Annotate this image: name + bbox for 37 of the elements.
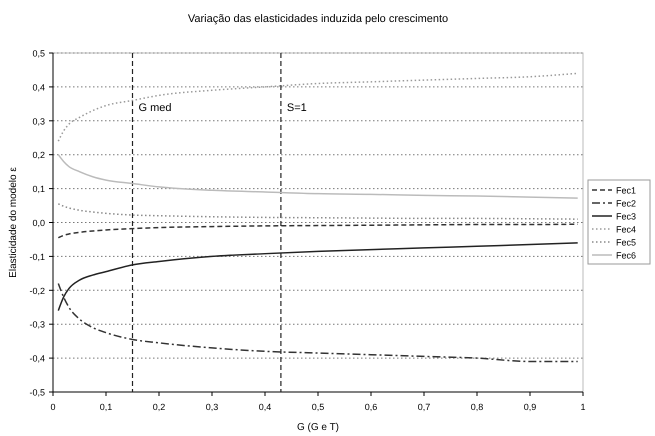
y-tick-label: 0,5 [32,48,45,58]
y-tick-label: -0,5 [29,388,45,398]
x-tick-label: 0,6 [364,402,378,412]
y-tick-label: 0,3 [32,116,45,126]
y-tick-label: 0,2 [32,150,45,160]
x-tick-label: 0,1 [100,402,112,412]
legend-label: Fec2 [616,198,636,208]
x-tick-label: 0,2 [152,402,166,412]
y-tick-label: -0,3 [29,320,45,330]
legend-label: Fec3 [616,212,636,222]
chart-title: Variação das elasticidades induzida pelo crescimento [188,13,448,25]
x-axis-title: G (G e T) [296,422,340,433]
y-axis-title: Elasticidade do modelo ε [8,166,19,278]
y-tick-label: 0,0 [32,218,45,228]
x-tick-label: 0,4 [258,402,272,412]
legend-label: Fec4 [616,224,636,234]
annotation: S=1 [286,102,307,114]
x-tick-label: 0,7 [418,402,430,412]
legend-label: Fec1 [616,186,636,196]
y-tick-label: -0,2 [29,286,45,296]
line-series [58,154,578,199]
y-tick-label: -0,1 [29,252,45,262]
y-tick-label: 0,1 [32,184,45,194]
x-tick-label: 0 [50,402,56,412]
x-tick-label: 0,9 [524,402,536,412]
x-tick-label: 0,5 [312,402,324,412]
legend-label: Fec6 [616,250,636,260]
y-tick-label: -0,4 [29,354,45,364]
ref-line-label: G med [138,102,172,114]
y-tick-label: 0,4 [32,82,45,92]
legend-label: Fec5 [616,238,636,248]
line-series [58,72,578,142]
line-series [58,203,578,220]
x-tick-label: 0,8 [470,402,484,412]
line-series [58,282,578,362]
x-tick-label: 1 [580,402,586,412]
x-tick-label: 0,3 [206,402,218,412]
